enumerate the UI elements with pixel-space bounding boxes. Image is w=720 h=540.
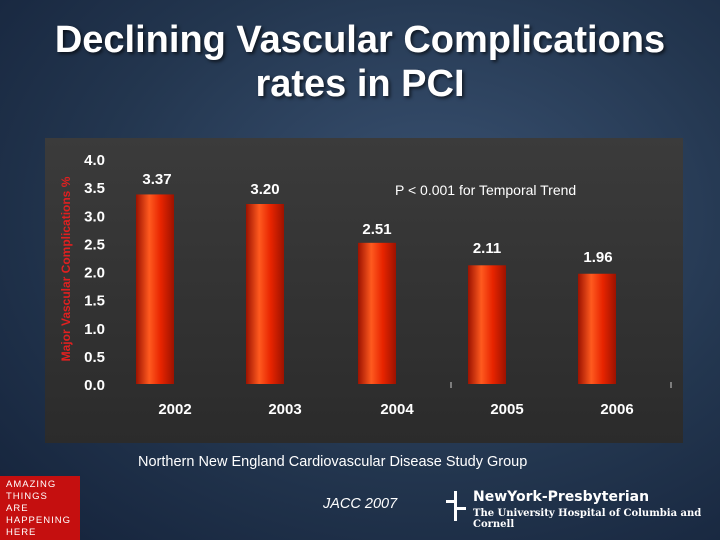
slide-title: Declining Vascular Complications rates i… bbox=[0, 18, 720, 106]
x-tick-label: 2002 bbox=[158, 401, 191, 418]
y-tick-label: 2.5 bbox=[84, 236, 105, 253]
x-tick-label: 2003 bbox=[268, 401, 301, 418]
title-line-2: rates in PCI bbox=[255, 63, 465, 105]
bar-chart: 4.0 3.5 3.0 2.5 2.0 1.5 1.0 0.5 0.0 Major Vascula… bbox=[59, 152, 672, 418]
amazing-things-badge: AMAZING THINGS ARE HAPPENING HERE bbox=[0, 476, 80, 540]
x-tick-label: 2005 bbox=[490, 401, 523, 418]
source-caption: Northern New England Cardiovascular Dise… bbox=[138, 454, 528, 470]
y-axis-label: Major Vascular Complications % bbox=[59, 176, 73, 361]
chart-annotation: P < 0.001 for Temporal Trend bbox=[395, 182, 576, 198]
badge-line: HERE bbox=[6, 527, 37, 538]
bar-2002 bbox=[136, 194, 174, 384]
data-label: 2.51 bbox=[362, 221, 391, 238]
x-tick-label: 2006 bbox=[600, 401, 633, 418]
logo-subtitle: The University Hospital of Columbia and … bbox=[473, 508, 702, 530]
chart-panel: 4.0 3.5 3.0 2.5 2.0 1.5 1.0 0.5 0.0 Major Vascula… bbox=[45, 138, 683, 443]
bar-2003 bbox=[246, 204, 284, 384]
data-label: 1.96 bbox=[583, 249, 612, 266]
y-tick-label: 0.5 bbox=[84, 349, 105, 366]
bar-2005 bbox=[468, 265, 506, 384]
data-label: 3.20 bbox=[250, 181, 279, 198]
citation: JACC 2007 bbox=[323, 496, 398, 512]
badge-line: ARE bbox=[6, 503, 29, 514]
y-tick-label: 1.5 bbox=[84, 293, 105, 310]
data-label: 2.11 bbox=[473, 240, 501, 257]
y-tick-label: 4.0 bbox=[84, 152, 105, 169]
y-tick-label: 1.0 bbox=[84, 321, 105, 338]
bar-2004 bbox=[358, 242, 396, 384]
x-tick-label: 2004 bbox=[380, 401, 414, 418]
title-line-1: Declining Vascular Complications bbox=[54, 19, 666, 61]
data-label: 3.37 bbox=[142, 171, 171, 188]
nyp-logo-icon bbox=[446, 491, 466, 521]
y-tick-label: 0.0 bbox=[84, 377, 105, 394]
badge-line: THINGS bbox=[6, 491, 48, 502]
y-tick-label: 2.0 bbox=[84, 265, 105, 282]
bar-2006 bbox=[578, 273, 616, 384]
badge-line: AMAZING bbox=[6, 479, 57, 490]
y-tick-label: 3.5 bbox=[84, 180, 105, 197]
badge-line: HAPPENING bbox=[6, 515, 71, 526]
logo-name: NewYork-Presbyterian bbox=[473, 489, 650, 505]
y-tick-label: 3.0 bbox=[84, 208, 105, 225]
